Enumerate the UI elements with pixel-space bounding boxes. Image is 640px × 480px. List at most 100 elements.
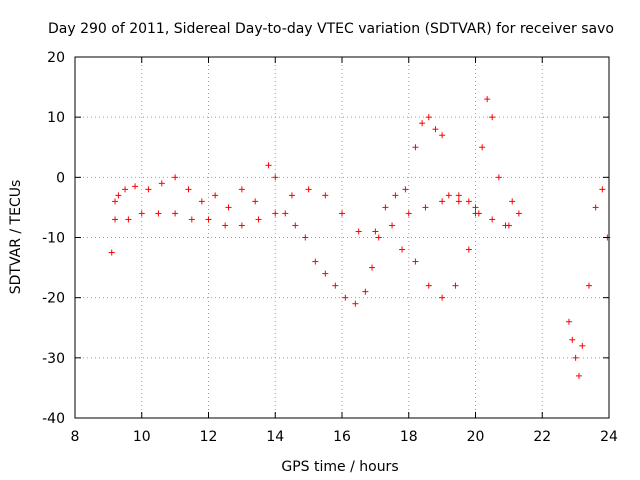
data-point bbox=[115, 192, 122, 199]
y-tick-label: 20 bbox=[47, 50, 65, 66]
data-point bbox=[484, 96, 491, 103]
data-point bbox=[382, 204, 389, 211]
data-point bbox=[238, 186, 245, 193]
x-tick-label: 22 bbox=[533, 429, 551, 445]
data-point bbox=[112, 216, 119, 223]
data-point bbox=[599, 186, 606, 193]
data-point bbox=[312, 258, 319, 265]
data-point bbox=[489, 114, 496, 121]
data-point bbox=[112, 198, 119, 205]
data-point bbox=[372, 228, 379, 235]
data-point bbox=[422, 204, 429, 211]
y-tick-label: 10 bbox=[47, 110, 65, 126]
data-point bbox=[402, 186, 409, 193]
chart-title: Day 290 of 2011, Sidereal Day-to-day VTE… bbox=[48, 21, 614, 37]
data-point bbox=[288, 192, 295, 199]
data-point bbox=[579, 342, 586, 349]
data-point bbox=[509, 198, 516, 205]
data-point bbox=[432, 126, 439, 133]
data-point bbox=[412, 144, 419, 151]
data-point bbox=[575, 372, 582, 379]
x-tick-label: 20 bbox=[467, 429, 485, 445]
y-tick-label: -10 bbox=[42, 231, 65, 247]
data-point bbox=[205, 216, 212, 223]
data-point bbox=[439, 198, 446, 205]
data-point bbox=[585, 282, 592, 289]
data-point bbox=[465, 246, 472, 253]
data-point bbox=[125, 216, 132, 223]
data-point bbox=[439, 132, 446, 139]
data-point bbox=[172, 210, 179, 217]
data-point bbox=[465, 198, 472, 205]
axis-ticks: 8 10 12 14 16 18 20 22 24 20 10 0 -10 -20 -30 -40 bbox=[42, 50, 618, 445]
data-point bbox=[282, 210, 289, 217]
data-point bbox=[238, 222, 245, 229]
data-point bbox=[225, 204, 232, 211]
x-tick-label: 18 bbox=[400, 429, 418, 445]
data-point bbox=[412, 258, 419, 265]
data-point bbox=[255, 216, 262, 223]
data-point bbox=[155, 210, 162, 217]
x-axis-label: GPS time / hours bbox=[281, 459, 398, 475]
data-point bbox=[569, 336, 576, 343]
data-point bbox=[138, 210, 145, 217]
data-point bbox=[352, 300, 359, 307]
x-tick-label: 16 bbox=[333, 429, 351, 445]
data-point bbox=[369, 264, 376, 271]
data-point bbox=[425, 114, 432, 121]
data-point bbox=[212, 192, 219, 199]
data-point bbox=[592, 204, 599, 211]
data-point bbox=[185, 186, 192, 193]
data-point bbox=[302, 234, 309, 241]
x-tick-label: 8 bbox=[71, 429, 80, 445]
data-point bbox=[572, 354, 579, 361]
data-point bbox=[479, 144, 486, 151]
data-point bbox=[405, 210, 412, 217]
data-point bbox=[445, 192, 452, 199]
data-point bbox=[452, 282, 459, 289]
x-tick-label: 14 bbox=[266, 429, 284, 445]
data-point bbox=[132, 183, 139, 190]
data-point bbox=[425, 282, 432, 289]
data-point bbox=[305, 186, 312, 193]
data-point bbox=[158, 180, 165, 187]
grid-lines bbox=[75, 57, 609, 418]
data-point bbox=[122, 186, 129, 193]
data-point bbox=[272, 174, 279, 181]
data-point bbox=[342, 294, 349, 301]
data-point bbox=[399, 246, 406, 253]
data-point bbox=[252, 198, 259, 205]
x-tick-label: 12 bbox=[200, 429, 218, 445]
x-tick-label: 24 bbox=[600, 429, 618, 445]
data-point bbox=[362, 288, 369, 295]
data-point bbox=[455, 192, 462, 199]
data-point bbox=[108, 249, 115, 256]
data-point bbox=[455, 198, 462, 205]
data-point bbox=[472, 204, 479, 211]
data-point bbox=[198, 198, 205, 205]
data-point bbox=[475, 210, 482, 217]
data-point bbox=[222, 222, 229, 229]
y-tick-label: -30 bbox=[42, 351, 65, 367]
data-point bbox=[355, 228, 362, 235]
data-point bbox=[565, 318, 572, 325]
y-tick-label: -20 bbox=[42, 291, 65, 307]
data-point bbox=[505, 222, 512, 229]
data-point bbox=[489, 216, 496, 223]
y-tick-label: 0 bbox=[56, 170, 65, 186]
data-point bbox=[439, 294, 446, 301]
data-point bbox=[322, 270, 329, 277]
data-point bbox=[145, 186, 152, 193]
data-point bbox=[339, 210, 345, 217]
data-point bbox=[172, 174, 179, 181]
data-point bbox=[332, 282, 339, 289]
data-point bbox=[375, 234, 382, 241]
data-point bbox=[265, 162, 272, 169]
data-point bbox=[389, 222, 396, 229]
data-point bbox=[292, 222, 299, 229]
data-point bbox=[515, 210, 522, 217]
data-point bbox=[322, 192, 329, 199]
data-point bbox=[392, 192, 399, 199]
y-tick-label: -40 bbox=[42, 411, 65, 427]
